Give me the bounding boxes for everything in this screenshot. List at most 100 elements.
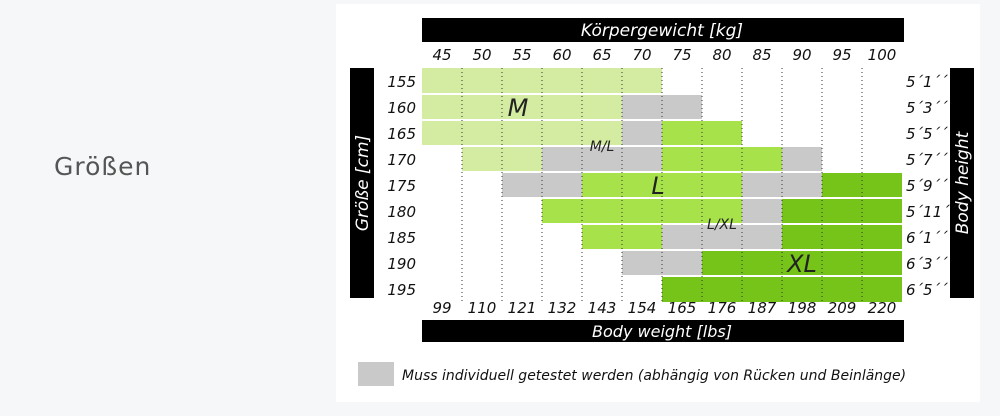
tick-kg: 45 xyxy=(432,46,451,64)
cell-m xyxy=(502,146,542,172)
cell-ml xyxy=(542,172,582,198)
cell-l xyxy=(702,172,742,198)
cell-l xyxy=(702,120,742,146)
tick-ft: 6´3´´ xyxy=(906,255,948,273)
bottom-axis-title-bar xyxy=(422,320,904,342)
size-label-l-xl: L/XL xyxy=(707,217,737,233)
tick-kg: 85 xyxy=(752,46,771,64)
tick-lbs: 198 xyxy=(788,299,817,317)
cell-lxl xyxy=(742,198,782,224)
tick-kg: 75 xyxy=(672,46,691,64)
cell-xl xyxy=(702,276,742,302)
tick-cm: 180 xyxy=(387,203,416,221)
cell-xl xyxy=(782,198,822,224)
cell-xl xyxy=(782,276,822,302)
tick-lbs: 220 xyxy=(868,299,897,317)
cell-m xyxy=(422,68,462,94)
tick-cm: 190 xyxy=(387,255,416,273)
cell-xl xyxy=(822,224,862,250)
cell-m xyxy=(502,68,542,94)
tick-kg: 60 xyxy=(552,46,571,64)
size-chart-svg: Körpergewicht [kg] Body weight [lbs] Größe… xyxy=(350,18,974,386)
cell-l xyxy=(582,172,622,198)
cell-m xyxy=(422,120,462,146)
cell-xl xyxy=(702,250,742,276)
cell-l xyxy=(542,198,582,224)
size-label-m: M xyxy=(508,94,529,122)
cell-xl xyxy=(782,224,822,250)
cell-l xyxy=(662,146,702,172)
tick-cm: 155 xyxy=(387,73,416,91)
cell-xl xyxy=(822,276,862,302)
tick-cm: 195 xyxy=(387,281,416,299)
tick-cm: 175 xyxy=(387,177,416,195)
cell-m xyxy=(542,68,582,94)
tick-kg: 95 xyxy=(832,46,851,64)
tick-kg: 100 xyxy=(868,46,897,64)
cell-xl xyxy=(862,276,902,302)
cell-l xyxy=(662,198,702,224)
tick-cm: 165 xyxy=(387,125,416,143)
cell-lxl xyxy=(662,250,702,276)
cell-l xyxy=(622,172,662,198)
tick-kg: 70 xyxy=(632,46,651,64)
cell-xl xyxy=(862,250,902,276)
tick-kg: 65 xyxy=(592,46,611,64)
cell-ml xyxy=(582,146,622,172)
cell-m xyxy=(582,68,622,94)
tick-ft: 6´1´´ xyxy=(906,229,948,247)
tick-ft: 5´11´´ xyxy=(906,203,958,221)
cell-l xyxy=(702,146,742,172)
right-axis-title: Body height xyxy=(953,130,973,234)
cell-l xyxy=(582,198,622,224)
size-chart: Körpergewicht [kg] Body weight [lbs] Größe… xyxy=(336,4,980,402)
cell-ml xyxy=(622,94,662,120)
tick-kg: 90 xyxy=(792,46,811,64)
cell-xl xyxy=(822,172,862,198)
left-axis-title: Größe [cm] xyxy=(353,135,373,231)
cell-m xyxy=(422,94,462,120)
left-axis-title-bar xyxy=(350,68,374,298)
cell-lxl xyxy=(702,224,742,250)
tick-ft: 5´1´´ xyxy=(906,73,948,91)
cell-ml xyxy=(542,146,582,172)
cell-m xyxy=(462,68,502,94)
tick-lbs: 154 xyxy=(628,299,657,317)
tick-kg: 50 xyxy=(472,46,491,64)
cell-xl xyxy=(742,250,782,276)
cell-ml xyxy=(662,94,702,120)
tick-lbs: 110 xyxy=(468,299,497,317)
legend-text: Muss individuell getestet werden (abhäng… xyxy=(402,368,906,384)
tick-ft: 5´7´´ xyxy=(906,151,948,169)
cell-m xyxy=(542,94,582,120)
cell-l xyxy=(622,198,662,224)
tick-cm: 160 xyxy=(387,99,416,117)
cell-xl xyxy=(862,198,902,224)
cell-lxl xyxy=(742,172,782,198)
size-label-m-l: M/L xyxy=(590,139,615,155)
cell-lxl xyxy=(742,224,782,250)
tick-cm: 185 xyxy=(387,229,416,247)
tick-ft: 5´3´´ xyxy=(906,99,948,117)
cell-m xyxy=(542,120,582,146)
cell-xl xyxy=(862,172,902,198)
cell-ml xyxy=(622,146,662,172)
cell-m xyxy=(502,120,542,146)
cell-l xyxy=(662,172,702,198)
size-label-xl: XL xyxy=(785,250,817,278)
cell-l xyxy=(702,198,742,224)
tick-ft: 5´9´´ xyxy=(906,177,948,195)
top-axis-title-bar xyxy=(422,18,904,42)
tick-ft: 6´5´´ xyxy=(906,281,948,299)
cell-xl xyxy=(862,224,902,250)
cell-ml xyxy=(622,120,662,146)
cell-l xyxy=(582,224,622,250)
cell-m xyxy=(502,94,542,120)
cell-m xyxy=(462,94,502,120)
cell-m xyxy=(462,120,502,146)
bottom-axis-title: Body weight [lbs] xyxy=(592,322,732,341)
cell-lxl xyxy=(782,146,822,172)
cell-m xyxy=(582,120,622,146)
tick-cm: 170 xyxy=(387,151,416,169)
cell-xl xyxy=(662,276,702,302)
